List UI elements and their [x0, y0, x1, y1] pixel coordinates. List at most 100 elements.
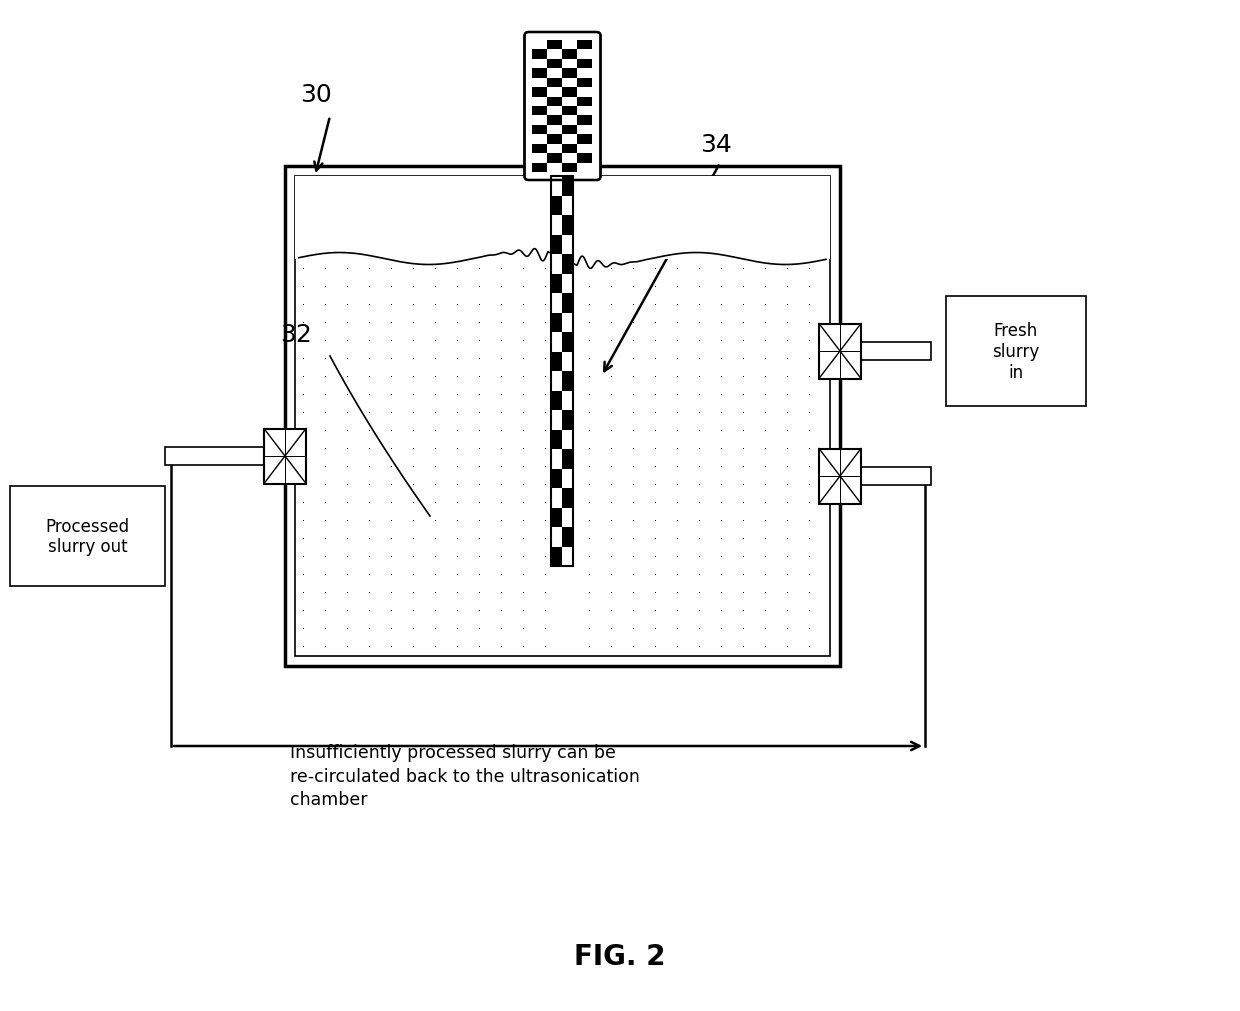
Point	[755, 296, 775, 312]
Point	[491, 458, 511, 474]
Bar	[563, 236, 573, 255]
Bar	[861, 343, 931, 361]
Point	[491, 494, 511, 511]
Point	[403, 441, 423, 457]
Point	[689, 423, 709, 439]
Point	[799, 494, 818, 511]
Point	[403, 261, 423, 277]
Point	[491, 404, 511, 421]
Point	[667, 513, 687, 529]
Point	[491, 386, 511, 402]
Point	[403, 638, 423, 654]
Point	[360, 261, 379, 277]
Bar	[578, 41, 593, 51]
Point	[293, 458, 312, 474]
Point	[315, 584, 335, 601]
Point	[513, 423, 533, 439]
Point	[689, 476, 709, 492]
Point	[448, 441, 467, 457]
Point	[315, 279, 335, 295]
Point	[337, 404, 357, 421]
Point	[425, 548, 445, 564]
Point	[645, 386, 665, 402]
Point	[315, 603, 335, 619]
Point	[777, 333, 797, 349]
Point	[733, 584, 753, 601]
Point	[403, 458, 423, 474]
Point	[425, 621, 445, 637]
Point	[799, 458, 818, 474]
Point	[601, 603, 621, 619]
Bar	[563, 333, 573, 352]
Point	[667, 333, 687, 349]
Point	[536, 441, 556, 457]
Bar	[552, 372, 563, 391]
Point	[293, 386, 312, 402]
Point	[622, 423, 642, 439]
Bar	[563, 69, 578, 79]
Point	[536, 531, 556, 547]
Point	[381, 548, 401, 564]
Point	[448, 548, 467, 564]
Point	[689, 404, 709, 421]
Point	[755, 423, 775, 439]
Point	[425, 494, 445, 511]
Point	[425, 386, 445, 402]
Point	[360, 603, 379, 619]
Point	[579, 603, 599, 619]
Point	[360, 296, 379, 312]
Point	[425, 603, 445, 619]
Point	[491, 441, 511, 457]
Bar	[548, 125, 563, 135]
Point	[381, 476, 401, 492]
Bar	[578, 116, 593, 125]
Bar	[548, 154, 563, 164]
Bar	[295, 177, 830, 656]
Point	[536, 279, 556, 295]
Point	[469, 386, 489, 402]
Point	[448, 369, 467, 385]
Point	[448, 458, 467, 474]
Point	[667, 566, 687, 582]
Bar	[548, 107, 563, 116]
Point	[622, 351, 642, 367]
Point	[337, 494, 357, 511]
Bar	[10, 486, 165, 586]
Point	[645, 351, 665, 367]
Bar	[563, 41, 578, 51]
Bar	[552, 215, 563, 236]
Point	[689, 441, 709, 457]
Point	[360, 441, 379, 457]
Point	[601, 314, 621, 331]
Point	[513, 351, 533, 367]
Bar	[563, 391, 573, 410]
Point	[579, 531, 599, 547]
Point	[622, 531, 642, 547]
Point	[337, 566, 357, 582]
Point	[403, 531, 423, 547]
Bar	[552, 333, 563, 352]
Point	[469, 441, 489, 457]
Bar	[552, 294, 563, 313]
Point	[689, 584, 709, 601]
Point	[755, 351, 775, 367]
Point	[777, 621, 797, 637]
Point	[601, 548, 621, 564]
Point	[777, 296, 797, 312]
Bar	[552, 508, 563, 528]
Text: 34: 34	[701, 132, 732, 157]
Point	[579, 404, 599, 421]
Point	[711, 621, 730, 637]
Point	[425, 333, 445, 349]
Bar	[578, 164, 593, 173]
Point	[579, 638, 599, 654]
Bar	[563, 547, 573, 566]
Point	[448, 621, 467, 637]
Bar	[552, 313, 563, 333]
Point	[425, 314, 445, 331]
Point	[491, 584, 511, 601]
Bar	[563, 196, 573, 215]
Point	[667, 261, 687, 277]
Bar	[532, 145, 548, 154]
Point	[689, 314, 709, 331]
